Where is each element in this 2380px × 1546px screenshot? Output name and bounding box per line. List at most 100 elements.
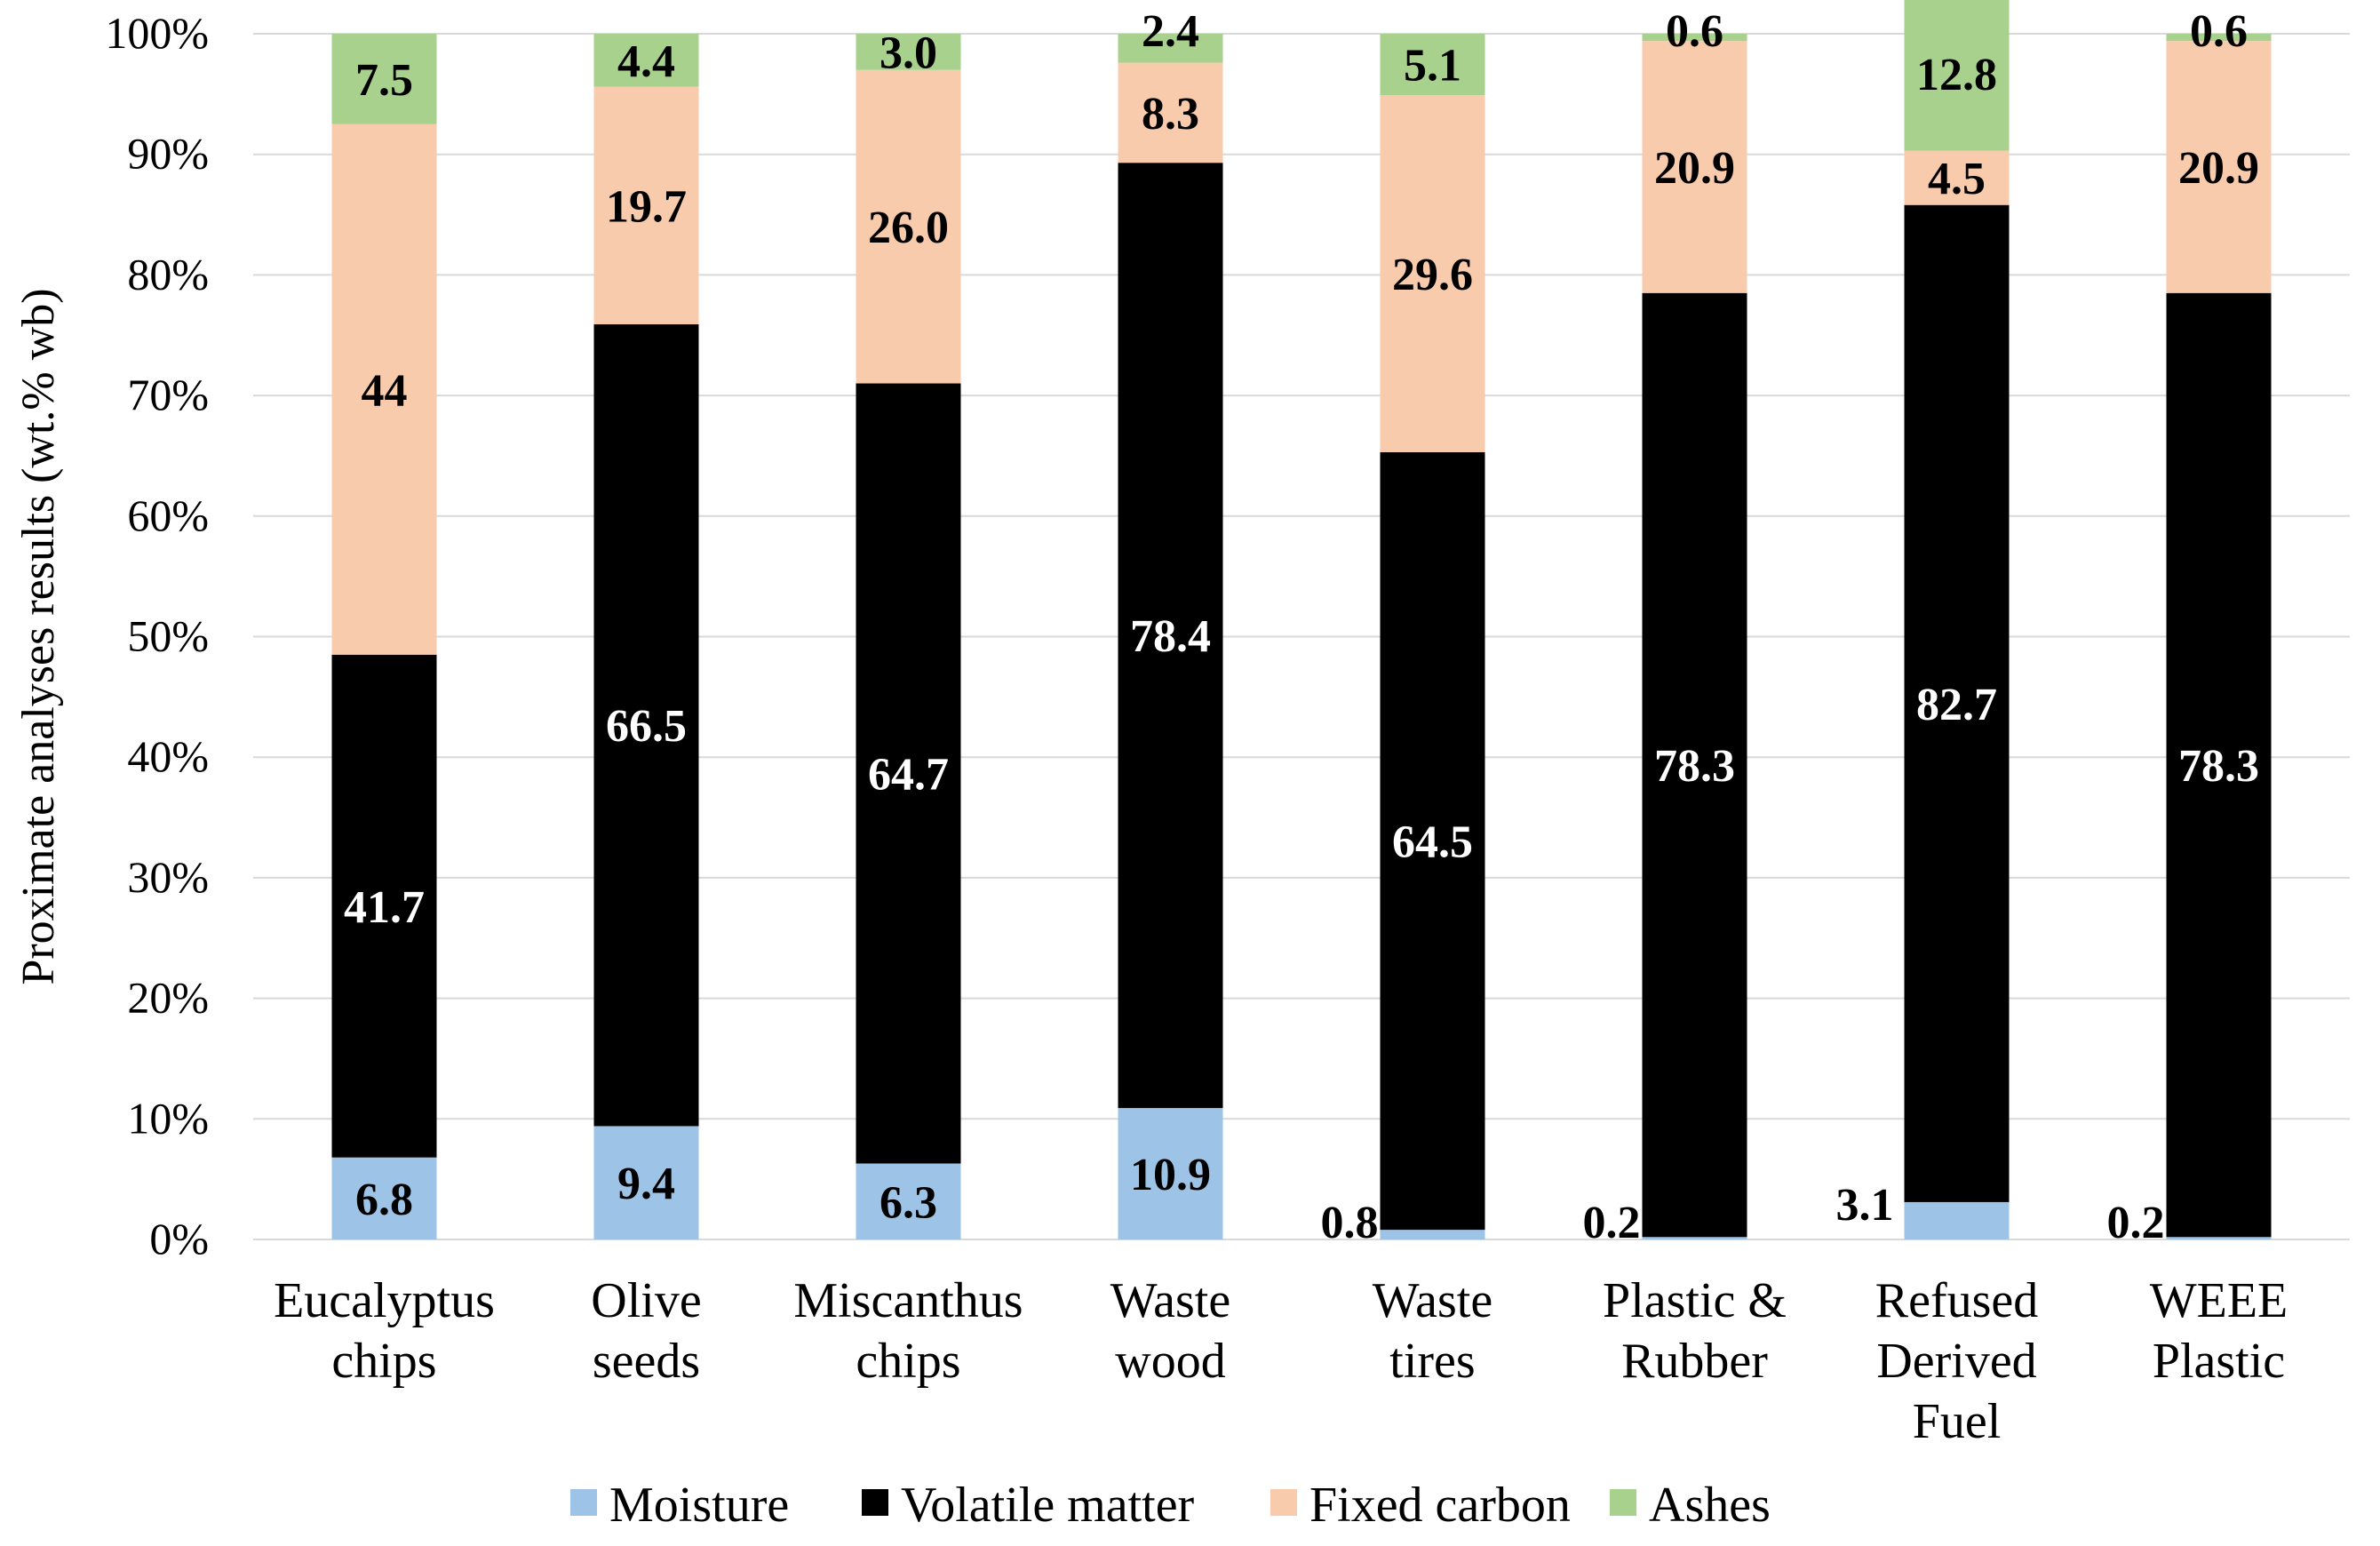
data-label-fixed-carbon: 20.9 bbox=[1654, 143, 1735, 194]
bar-segment-fixed-carbon bbox=[1380, 95, 1485, 452]
x-category-label: wood bbox=[1115, 1334, 1225, 1389]
bar-segment-ashes bbox=[2166, 34, 2272, 42]
bar-segment-fixed-carbon bbox=[2166, 41, 2272, 293]
bar-segment-fixed-carbon bbox=[593, 86, 699, 325]
data-label-volatile-matter: 78.3 bbox=[1654, 741, 1735, 792]
bar-segment-moisture bbox=[2166, 1237, 2272, 1239]
x-category-label: Plastic & bbox=[1603, 1273, 1787, 1328]
x-category-label: Refused bbox=[1875, 1273, 2039, 1328]
bar-segment-moisture bbox=[856, 1163, 961, 1239]
x-category-label: Fuel bbox=[1913, 1394, 2002, 1449]
y-tick-label: 80% bbox=[127, 249, 209, 299]
x-category-label: Olive bbox=[591, 1273, 701, 1328]
x-category-label: chips bbox=[331, 1334, 436, 1389]
x-category-label: WEEE bbox=[2150, 1273, 2288, 1328]
y-tick-label: 60% bbox=[127, 490, 209, 540]
y-tick-label: 0% bbox=[149, 1214, 209, 1263]
bar-segment-moisture bbox=[593, 1126, 699, 1239]
data-label-fixed-carbon: 20.9 bbox=[2178, 143, 2259, 194]
y-tick-label: 90% bbox=[127, 129, 209, 179]
x-category-label: Miscanthus bbox=[793, 1273, 1023, 1328]
data-label-volatile-matter: 41.7 bbox=[344, 882, 425, 933]
legend: Moisture Volatile matter Fixed carbon Ashes bbox=[570, 1478, 1771, 1533]
y-axis-title: Proximate analyses results (wt.% wb) bbox=[13, 288, 64, 984]
data-label-ashes: 7.5 bbox=[355, 55, 413, 106]
bar-segment-volatile-matter bbox=[1904, 204, 2010, 1202]
x-category-label: Plastic bbox=[2153, 1334, 2285, 1389]
x-category-label: Waste bbox=[1110, 1273, 1230, 1328]
y-tick-label: 50% bbox=[127, 611, 209, 661]
gridlines bbox=[253, 33, 2350, 1240]
data-label-ashes: 0.6 bbox=[1666, 6, 1723, 57]
bar-segment-moisture bbox=[1118, 1108, 1223, 1239]
data-label-fixed-carbon: 19.7 bbox=[606, 181, 687, 232]
x-category-label: Derived bbox=[1876, 1334, 2036, 1389]
bar-segment-ashes bbox=[331, 34, 437, 124]
data-label-moisture: 3.1 bbox=[1836, 1180, 1894, 1231]
bar-segment-volatile-matter bbox=[1642, 292, 1747, 1238]
x-category-label: Eucalyptus bbox=[274, 1273, 495, 1328]
data-label-volatile-matter: 82.7 bbox=[1916, 680, 1997, 730]
bar-segment-volatile-matter bbox=[1118, 163, 1223, 1109]
y-tick-label: 10% bbox=[127, 1093, 209, 1143]
y-tick-label: 100% bbox=[105, 8, 209, 58]
y-axis-title-group: Proximate analyses results (wt.% wb) bbox=[13, 288, 64, 984]
data-label-fixed-carbon: 8.3 bbox=[1142, 89, 1199, 139]
bar-segment-moisture bbox=[1904, 1201, 2010, 1239]
data-label-fixed-carbon: 29.6 bbox=[1392, 250, 1473, 300]
bar-segment-ashes bbox=[593, 34, 699, 87]
y-tick-label: 70% bbox=[127, 370, 209, 419]
data-labels: 6.8 41.7 44 7.5 9.4 66.5 19.7 4.4 6.3 64.7 26.0 3.0… bbox=[344, 6, 2259, 1248]
legend-label-moisture: Moisture bbox=[609, 1478, 789, 1533]
bar-segment-ashes bbox=[1118, 34, 1223, 63]
data-label-moisture: 0.8 bbox=[1321, 1198, 1379, 1248]
data-label-ashes: 12.8 bbox=[1916, 50, 1997, 100]
bar-segment-volatile-matter bbox=[331, 654, 437, 1158]
bar-segment-moisture bbox=[331, 1157, 437, 1239]
data-label-moisture: 6.3 bbox=[880, 1177, 937, 1228]
bar-segment-ashes bbox=[1904, 0, 2010, 151]
data-label-volatile-matter: 66.5 bbox=[606, 701, 687, 752]
x-category-label: Waste bbox=[1373, 1273, 1492, 1328]
bar-segment-fixed-carbon bbox=[856, 69, 961, 384]
x-category-label: Rubber bbox=[1621, 1334, 1768, 1389]
data-label-ashes: 5.1 bbox=[1404, 41, 1461, 92]
bar-segment-moisture bbox=[1642, 1237, 1747, 1239]
y-tick-label: 30% bbox=[127, 852, 209, 902]
data-label-volatile-matter: 78.4 bbox=[1130, 611, 1211, 662]
legend-swatch-ashes bbox=[1610, 1489, 1636, 1516]
bar-segment-ashes bbox=[856, 34, 961, 70]
y-tick-label: 20% bbox=[127, 973, 209, 1023]
x-axis-categories: Eucalyptus chips Olive seeds Miscanthus chips… bbox=[274, 1273, 2288, 1449]
bar-segment-fixed-carbon bbox=[1118, 62, 1223, 163]
data-label-ashes: 4.4 bbox=[617, 36, 675, 87]
data-label-fixed-carbon: 4.5 bbox=[1928, 154, 1986, 204]
data-label-moisture: 9.4 bbox=[617, 1159, 675, 1209]
y-axis-ticks: 0% 10% 20% 30% 40% 50% 60% 70% 80% 90% 100% bbox=[105, 8, 209, 1263]
bar-segment-ashes bbox=[1642, 34, 1747, 42]
bar-segment-fixed-carbon bbox=[1904, 150, 2010, 205]
data-label-ashes: 3.0 bbox=[880, 28, 937, 78]
bar-segment-volatile-matter bbox=[856, 383, 961, 1164]
legend-label-fixed-carbon: Fixed carbon bbox=[1309, 1478, 1571, 1533]
bar-segment-fixed-carbon bbox=[1642, 41, 1747, 293]
legend-swatch-fixed-carbon bbox=[1270, 1489, 1297, 1516]
y-tick-label: 40% bbox=[127, 731, 209, 781]
data-label-ashes: 2.4 bbox=[1142, 6, 1199, 57]
data-label-moisture: 0.2 bbox=[2107, 1198, 2165, 1248]
bar-segment-fixed-carbon bbox=[331, 124, 437, 655]
legend-swatch-volatile-matter bbox=[862, 1489, 888, 1516]
x-category-label: chips bbox=[856, 1334, 960, 1389]
bar-segment-volatile-matter bbox=[593, 324, 699, 1127]
bar-segment-volatile-matter bbox=[2166, 292, 2272, 1238]
data-label-ashes: 0.6 bbox=[2190, 6, 2248, 57]
x-category-label: seeds bbox=[593, 1334, 700, 1389]
bars bbox=[331, 0, 2272, 1239]
data-label-moisture: 6.8 bbox=[355, 1175, 413, 1225]
x-category-label: tires bbox=[1389, 1334, 1475, 1389]
legend-label-volatile-matter: Volatile matter bbox=[901, 1478, 1195, 1533]
legend-swatch-moisture bbox=[570, 1489, 597, 1516]
data-label-volatile-matter: 78.3 bbox=[2178, 741, 2259, 792]
